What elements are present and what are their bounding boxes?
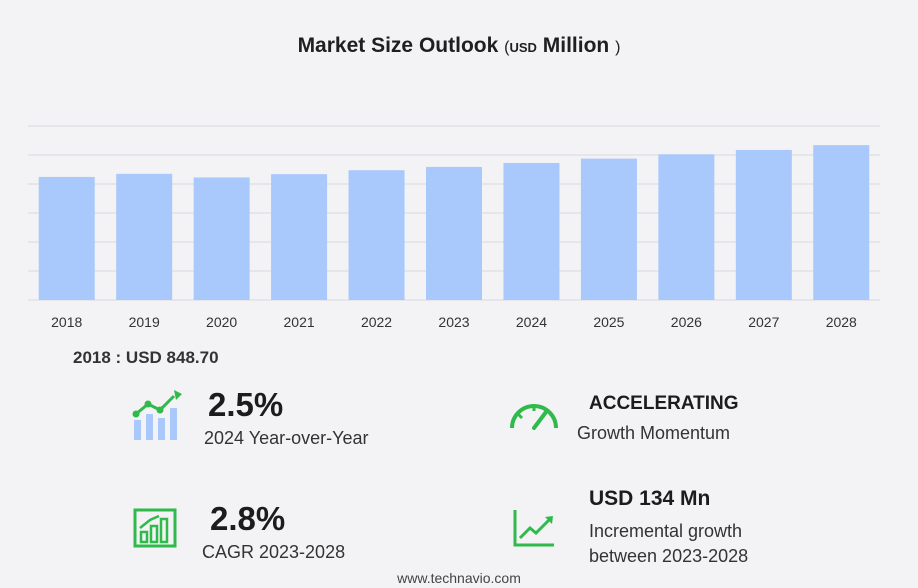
x-tick-2023: 2023 [438,314,469,330]
title-open-paren: ( [504,39,510,56]
x-tick-2021: 2021 [284,314,315,330]
speedometer-icon [510,404,558,430]
momentum-label: Growth Momentum [577,423,731,443]
footer-url: www.technavio.com [397,570,521,586]
bar-2021 [271,174,328,300]
title-main: Market Size Outlook [297,34,499,57]
bar-2027 [735,149,792,300]
x-tick-2018: 2018 [51,314,82,330]
bar-2026 [658,154,715,300]
x-tick-2027: 2027 [748,314,779,330]
bar-2024 [503,162,560,300]
x-tick-2019: 2019 [129,314,160,330]
x-tick-2022: 2022 [361,314,392,330]
momentum-value: ACCELERATING [589,393,739,414]
incremental-label-2: between 2023-2028 [589,546,749,566]
incremental-label-1: Incremental growth [589,521,743,541]
bar-2022 [348,170,405,300]
bar-2025 [580,158,637,300]
yoy-label: 2024 Year-over-Year [204,428,369,448]
x-tick-2026: 2026 [671,314,702,330]
x-tick-2028: 2028 [826,314,857,330]
x-tick-2020: 2020 [206,314,237,330]
bar-2020 [193,177,250,300]
bar-chart: 2018 2019 2020 2021 2022 2023 2024 2025 2026 2027… [28,125,880,330]
bar-2018 [38,176,95,300]
title-close-paren: ) [615,39,621,56]
chart-title: Market Size Outlook (USD Million ) [0,34,918,58]
yoy-value: 2.5% [208,386,284,423]
title-unit-word: Million [542,34,610,57]
bar-2028 [813,145,870,300]
title-unit: USD [509,40,537,55]
bar-2019 [116,173,173,300]
bar-growth-icon [133,508,177,548]
bar-2023 [426,166,482,300]
cagr-label: CAGR 2023-2028 [202,542,346,562]
x-tick-2025: 2025 [593,314,624,330]
growth-chart-icon [132,390,182,440]
cagr-value: 2.8% [210,500,286,537]
x-tick-2024: 2024 [516,314,547,330]
base-year-value: 2018 : USD 848.70 [73,348,219,367]
trend-up-icon [513,510,554,547]
incremental-value: USD 134 Mn [589,487,711,510]
